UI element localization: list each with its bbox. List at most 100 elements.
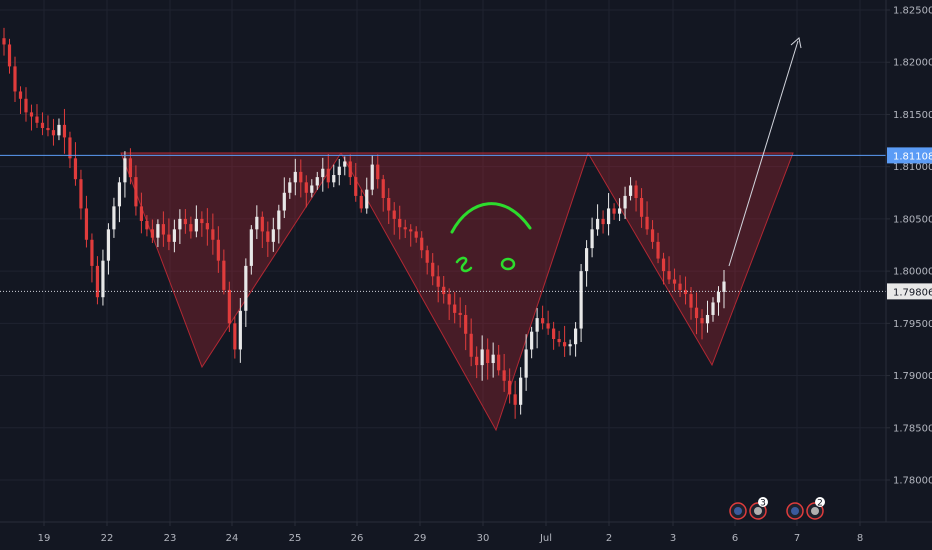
left-shoulder-triangle — [120, 152, 342, 369]
candle-body — [128, 158, 133, 178]
candle-body — [645, 216, 649, 230]
candle-body — [354, 177, 358, 196]
candle-body — [557, 339, 561, 343]
candle-body — [134, 177, 138, 207]
candle-body — [683, 289, 688, 295]
time-tick-label: 19 — [38, 533, 51, 544]
candle-body — [172, 229, 176, 242]
vertical-gridlines — [43, 0, 861, 522]
price-tick-label: 1.81500 — [893, 110, 932, 121]
annotations — [0, 37, 886, 292]
candle-body — [601, 218, 605, 225]
time-tick-label: 2 — [606, 533, 612, 544]
candle-body — [420, 237, 424, 251]
candle-body — [13, 66, 17, 92]
current-price-tag — [887, 283, 932, 300]
candle-body — [7, 44, 12, 67]
time-tick-label: 23 — [164, 533, 177, 544]
candle-body — [29, 112, 34, 117]
candle-body — [68, 137, 72, 159]
time-tick-label: Jul — [539, 533, 552, 544]
candle-body — [62, 124, 67, 138]
candle-body — [672, 279, 677, 284]
flag-icon — [754, 507, 762, 515]
candle-body — [541, 318, 545, 324]
candle-body — [343, 161, 347, 167]
event-count-badge — [758, 497, 768, 507]
candle-body — [260, 216, 264, 232]
candle-body — [425, 250, 429, 263]
candle-body — [178, 218, 182, 230]
candle-body — [227, 289, 231, 324]
candle-body — [112, 206, 116, 230]
price-axis[interactable]: 1.82500 1.82000 1.81500 1.81000 1.80500 1.800… — [886, 6, 932, 487]
candle-body — [595, 218, 600, 230]
price-tick-label: 1.82000 — [893, 58, 932, 69]
candle-body — [73, 158, 78, 180]
candle-body — [332, 175, 336, 183]
candle-body — [2, 38, 6, 45]
price-tick-label: 1.79500 — [893, 319, 932, 330]
price-tick-label: 1.82500 — [893, 6, 932, 17]
candle-body — [513, 394, 517, 405]
candle-body — [711, 302, 715, 315]
candle-body — [238, 310, 242, 350]
candle-body — [381, 179, 385, 198]
candle-body — [35, 116, 39, 123]
neckline-price-label: 1.81108 — [893, 151, 932, 162]
candle-body — [359, 195, 363, 209]
price-tick-label: 1.78500 — [893, 423, 932, 434]
candle-body — [139, 206, 144, 221]
candle-body — [321, 168, 325, 178]
candle-body — [24, 98, 28, 113]
candle-body — [617, 208, 622, 214]
candle-body — [387, 198, 391, 211]
candle-body — [519, 377, 523, 405]
candle-body — [189, 224, 193, 232]
candle-body — [310, 185, 314, 193]
candle-body — [244, 265, 248, 311]
candle-body — [705, 314, 710, 324]
flag-icon — [734, 507, 742, 515]
flag-icon — [811, 507, 819, 515]
candle-body — [475, 356, 479, 366]
time-tick-label: 22 — [101, 533, 114, 544]
candle-body — [403, 227, 407, 230]
candle-body — [46, 128, 50, 131]
candle-body — [678, 283, 682, 290]
candle-body — [51, 130, 56, 136]
candle-body — [431, 262, 435, 277]
candle-body — [293, 171, 297, 183]
time-tick-label: 24 — [226, 533, 239, 544]
candle-body — [161, 224, 165, 235]
candle-body — [464, 314, 468, 334]
time-axis[interactable]: 19 22 23 24 25 26 29 30 Jul 2 3 6 7 8 — [38, 522, 864, 544]
candle-body — [211, 229, 215, 240]
candle-body — [216, 239, 220, 261]
candle-body — [634, 185, 638, 198]
candle-body — [95, 265, 100, 298]
candle-body — [689, 294, 693, 308]
candle-body — [628, 185, 633, 196]
candle-body — [656, 241, 660, 259]
candle-body — [453, 304, 457, 313]
time-tick-label: 26 — [351, 533, 364, 544]
candle-body — [606, 208, 611, 225]
candle-body — [524, 349, 528, 378]
event-count-label: 3 — [760, 499, 766, 509]
time-tick-label: 29 — [414, 533, 427, 544]
candle-body — [288, 182, 292, 193]
candle-body — [497, 354, 501, 371]
candle-body — [304, 182, 308, 193]
candle-body — [486, 349, 490, 364]
candle-body — [79, 179, 83, 209]
candle-body — [650, 229, 655, 242]
candle-body — [480, 349, 484, 366]
candle-body — [392, 210, 396, 219]
candlestick-series — [2, 27, 726, 419]
time-tick-label: 8 — [857, 533, 863, 544]
candle-body — [40, 122, 45, 129]
price-tick-label: 1.81000 — [893, 162, 932, 173]
